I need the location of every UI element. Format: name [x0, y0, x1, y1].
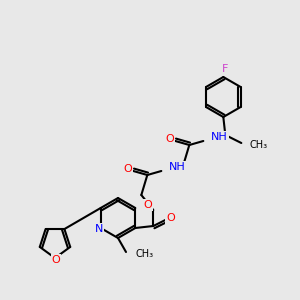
- Text: NH: NH: [211, 132, 228, 142]
- Text: F: F: [222, 64, 229, 74]
- Text: CH₃: CH₃: [136, 249, 154, 259]
- Text: O: O: [123, 164, 132, 174]
- Text: CH₃: CH₃: [249, 140, 267, 150]
- Text: O: O: [165, 134, 174, 144]
- Text: NH: NH: [169, 162, 186, 172]
- Text: O: O: [143, 200, 152, 210]
- Text: N: N: [94, 224, 103, 234]
- Text: O: O: [166, 213, 175, 223]
- Text: O: O: [52, 255, 60, 265]
